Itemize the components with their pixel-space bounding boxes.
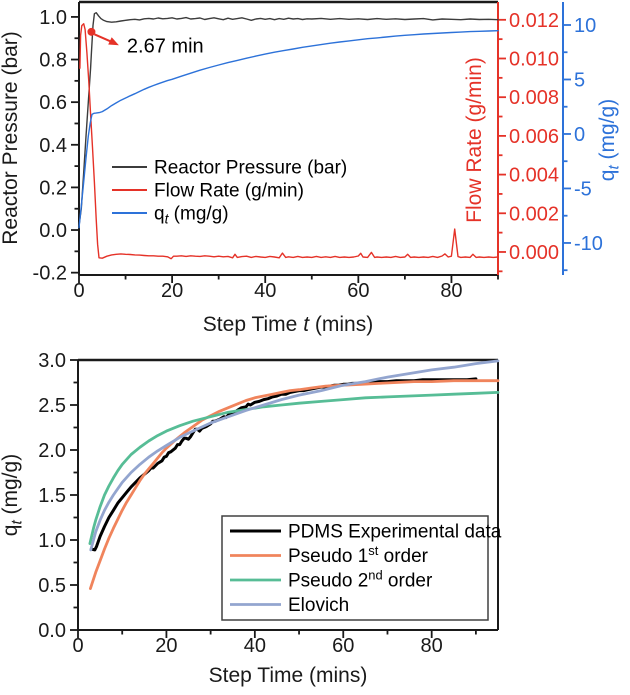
series-line-elovich <box>89 359 500 552</box>
x-tick-label: 0 <box>73 280 84 302</box>
x-tick-label: 0 <box>72 635 83 657</box>
x-tick-label: 60 <box>347 280 369 302</box>
legend-label-pressure: Reactor Pressure (bar) <box>154 158 347 179</box>
left-tick-label: 0.5 <box>38 575 66 597</box>
qt-tick-label: -10 <box>574 233 603 255</box>
left-tick-label: 1.0 <box>38 530 66 552</box>
legend-label-pseudo1: Pseudo 1st order <box>288 543 429 567</box>
series-line-pseudo2 <box>88 391 500 545</box>
left-tick-label: 0.2 <box>39 177 67 199</box>
adsorption-panel: 3.0 2.5 2.0 1.5 1.0 0.5 0.0 qt (mg/g) 0 20 40 60 80 S… <box>0 350 502 687</box>
flow-tick-label: 0.010 <box>509 48 559 70</box>
series-line-flow <box>79 23 499 260</box>
x-tick-label: 40 <box>254 280 276 302</box>
qt-axis-title: qt (mg/g) <box>596 99 623 181</box>
qt-tick-label: 5 <box>574 69 585 91</box>
qt-tick-label: -5 <box>574 178 592 200</box>
x-tick-label: 80 <box>440 280 462 302</box>
reactor-x-axis-title: Step Time t (mins) <box>203 313 373 336</box>
qt-tick-label: 10 <box>574 15 596 37</box>
left-tick-label: 0.6 <box>39 92 67 114</box>
adsorption-x-axis-title: Step Time (mins) <box>209 664 368 687</box>
annotation-arrowhead <box>108 37 119 46</box>
legend-label-elovich: Elovich <box>288 595 349 616</box>
flow-tick-label: 0.008 <box>509 87 559 109</box>
x-tick-label: 80 <box>421 635 443 657</box>
x-tick-label: 40 <box>244 635 266 657</box>
left-tick-label: 0.0 <box>39 220 67 242</box>
legend-label-qt: qt (mg/g) <box>154 204 229 227</box>
flow-tick-label: 0.006 <box>509 126 559 148</box>
left-tick-label: 0.0 <box>38 620 66 642</box>
left-axis-title: qt (mg/g) <box>0 454 26 536</box>
annotation-label: 2.67 min <box>127 35 204 57</box>
left-tick-label: 2.5 <box>38 395 66 417</box>
left-axis-title: Reactor Pressure (bar) <box>0 31 22 245</box>
legend-box <box>221 515 489 621</box>
flow-tick-label: 0.004 <box>509 165 559 187</box>
left-tick-label: 0.4 <box>39 135 67 157</box>
left-tick-label: 0.8 <box>39 50 67 72</box>
annotation-dot <box>87 27 96 36</box>
qt-tick-label: 0 <box>574 124 585 146</box>
flow-tick-label: 0.002 <box>509 203 559 225</box>
legend-label-pseudo2: Pseudo 2nd order <box>288 567 433 591</box>
x-tick-label: 20 <box>161 280 183 302</box>
legend-label-flow: Flow Rate (g/min) <box>154 181 304 202</box>
left-tick-label: -0.2 <box>33 263 67 285</box>
flow-axis-title: Flow Rate (g/min) <box>463 57 486 223</box>
flow-tick-label: 0.000 <box>509 242 559 264</box>
series-line-qt <box>78 30 499 229</box>
left-tick-label: 1.5 <box>38 485 66 507</box>
left-tick-label: 2.0 <box>38 440 66 462</box>
x-tick-label: 20 <box>155 635 177 657</box>
left-tick-label: 3.0 <box>38 350 66 372</box>
left-tick-label: 1.0 <box>39 7 67 29</box>
x-tick-label: 60 <box>332 635 354 657</box>
reactor-panel: 1.0 0.8 0.6 0.4 0.2 0.0 -0.2 Reactor Pressure (… <box>0 0 623 336</box>
series-line-pressure <box>78 12 499 227</box>
flow-tick-label: 0.012 <box>509 10 559 32</box>
legend-label-experimental: PDMS Experimental data <box>288 522 502 543</box>
